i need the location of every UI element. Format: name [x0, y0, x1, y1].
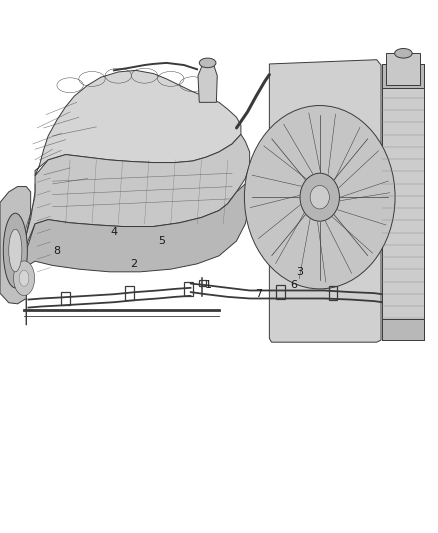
- Text: 8: 8: [53, 246, 60, 255]
- Polygon shape: [269, 60, 381, 342]
- Circle shape: [300, 173, 339, 221]
- Bar: [125, 286, 134, 300]
- Bar: [184, 282, 193, 296]
- Bar: [61, 292, 70, 305]
- Polygon shape: [0, 187, 31, 304]
- Polygon shape: [26, 134, 250, 251]
- Ellipse shape: [14, 261, 35, 295]
- Bar: [199, 280, 206, 286]
- Text: 2: 2: [130, 259, 137, 269]
- Ellipse shape: [9, 229, 22, 272]
- Bar: [328, 286, 337, 300]
- Bar: [382, 319, 424, 340]
- Ellipse shape: [4, 213, 27, 288]
- Text: 1: 1: [205, 280, 212, 290]
- Circle shape: [244, 106, 395, 289]
- Ellipse shape: [19, 270, 29, 286]
- Text: 7: 7: [255, 289, 262, 299]
- Text: 3: 3: [297, 267, 304, 277]
- Polygon shape: [26, 184, 250, 325]
- Polygon shape: [35, 70, 241, 176]
- Polygon shape: [198, 63, 217, 102]
- Bar: [276, 285, 285, 299]
- Text: 4: 4: [110, 227, 117, 237]
- Bar: [382, 64, 424, 88]
- Bar: [386, 53, 420, 85]
- Circle shape: [310, 185, 329, 209]
- Bar: [382, 64, 424, 340]
- Ellipse shape: [199, 58, 216, 68]
- Ellipse shape: [395, 49, 412, 58]
- Text: 5: 5: [159, 236, 166, 246]
- Text: 6: 6: [290, 280, 297, 290]
